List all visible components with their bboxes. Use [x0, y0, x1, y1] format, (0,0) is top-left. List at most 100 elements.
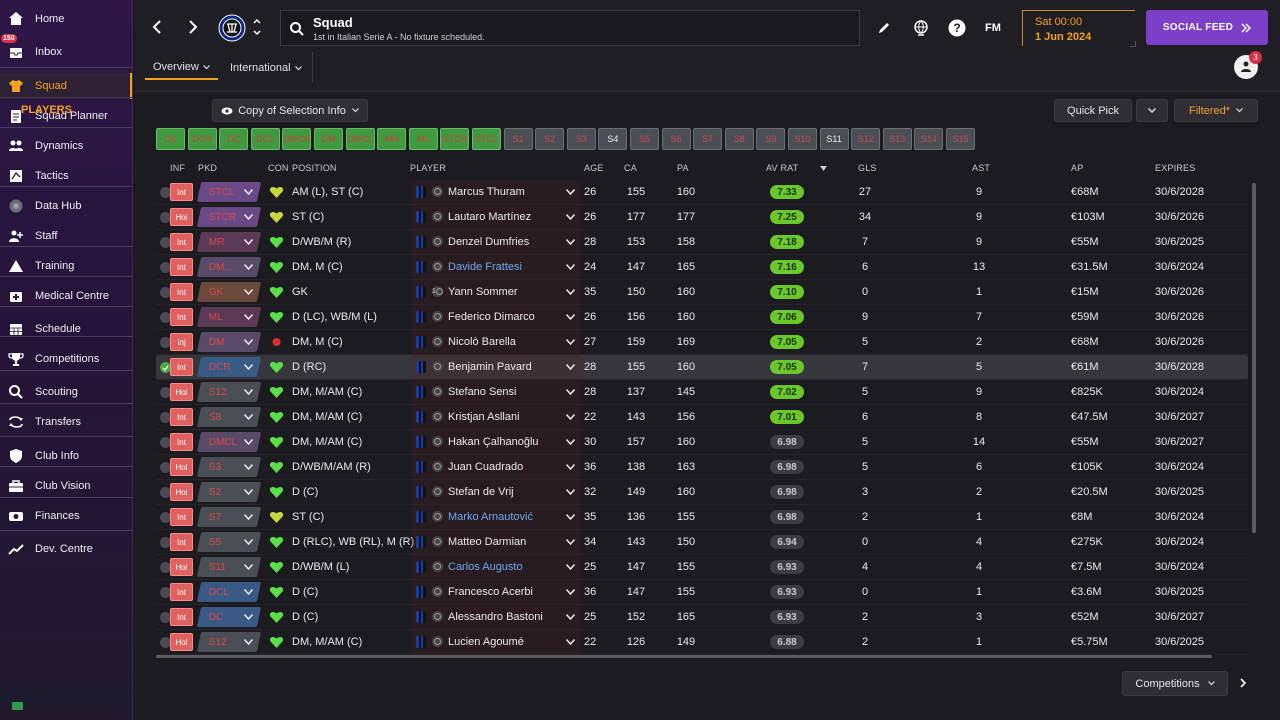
- player-menu-button[interactable]: [566, 255, 575, 279]
- sidebar-item-scouting[interactable]: Scouting: [0, 379, 132, 405]
- table-row[interactable]: Int S5 D (RLC), WB (RL), M (R) Matteo Darmi…: [156, 530, 1248, 555]
- edit-button[interactable]: [874, 18, 894, 38]
- copy-selection-button[interactable]: Copy of Selection Info: [212, 99, 368, 122]
- position-button-s6[interactable]: S6: [661, 128, 691, 150]
- sidebar-item-tactics[interactable]: Tactics: [0, 163, 132, 189]
- player-name[interactable]: Hakan Çalhanoğlu: [448, 436, 539, 448]
- position-button-dm[interactable]: DM: [314, 128, 343, 150]
- table-row[interactable]: Int DCR D (RC) Benjamin Pavard 28 155 160 7.05 7…: [156, 355, 1248, 380]
- player-menu-button[interactable]: [566, 305, 575, 329]
- picked-position-selector[interactable]: S12: [196, 382, 262, 402]
- row-select-checkbox[interactable]: [160, 362, 171, 373]
- picked-position-selector[interactable]: DCR: [196, 357, 262, 377]
- row-select-checkbox[interactable]: [160, 612, 171, 623]
- player-name[interactable]: Lucien Agoumé: [448, 636, 524, 648]
- picked-position-selector[interactable]: S5: [196, 532, 262, 552]
- row-select-checkbox[interactable]: [160, 562, 171, 573]
- col-header-position[interactable]: POSITION: [292, 163, 337, 173]
- position-button-s10[interactable]: S10: [788, 128, 817, 150]
- player-name[interactable]: Kristjan Asllani: [448, 411, 520, 423]
- sidebar-item-competitions[interactable]: Competitions: [0, 346, 132, 372]
- club-badge[interactable]: [217, 13, 247, 43]
- player-menu-button[interactable]: [566, 430, 575, 454]
- position-button-dcl[interactable]: DCL: [250, 128, 280, 150]
- col-header-av-rat[interactable]: AV RAT: [766, 163, 828, 173]
- player-menu-button[interactable]: [566, 230, 575, 254]
- player-name[interactable]: Juan Cuadrado: [448, 461, 524, 473]
- sidebar-item-transfers[interactable]: Transfers: [0, 409, 132, 435]
- player-name[interactable]: Matteo Darmian: [448, 536, 527, 548]
- sidebar-item-inbox[interactable]: 150 Inbox: [0, 34, 132, 65]
- position-button-dc[interactable]: DC: [219, 128, 249, 150]
- player-menu-button[interactable]: [566, 455, 575, 479]
- sidebar-item-home[interactable]: Home: [0, 6, 132, 32]
- forward-button[interactable]: [184, 16, 202, 38]
- picked-position-selector[interactable]: GK: [196, 282, 262, 302]
- table-row[interactable]: Hol S12 DM, M/AM (C) Stefano Sensi 28 137 145 7…: [156, 380, 1248, 405]
- player-name[interactable]: Stefan de Vrij: [448, 486, 514, 498]
- player-name[interactable]: Lautaro Martínez: [448, 211, 532, 223]
- picked-position-selector[interactable]: S2: [196, 482, 262, 502]
- table-row[interactable]: Int DMCL DM, M/AM (C) Hakan Çalhanoğlu 30 157…: [156, 430, 1248, 455]
- player-menu-button[interactable]: [566, 480, 575, 504]
- vertical-scrollbar[interactable]: [1252, 183, 1256, 533]
- player-menu-button[interactable]: [566, 355, 575, 379]
- player-name[interactable]: Yann Sommer: [448, 286, 518, 298]
- back-button[interactable]: [148, 16, 166, 38]
- picked-position-selector[interactable]: STCL: [196, 182, 262, 202]
- position-button-s8[interactable]: S8: [724, 128, 754, 150]
- competitions-button[interactable]: Competitions: [1122, 671, 1228, 696]
- col-header-pa[interactable]: PA: [677, 163, 689, 173]
- player-name[interactable]: Nicolò Barella: [448, 336, 516, 348]
- picked-position-selector[interactable]: DC: [196, 607, 262, 627]
- row-select-checkbox[interactable]: [160, 412, 171, 423]
- sidebar-item-schedule[interactable]: Schedule: [0, 316, 132, 342]
- table-row[interactable]: Hol S3 D/WB/M/AM (R) Juan Cuadrado 36 138 163 6…: [156, 455, 1248, 480]
- position-button-ml[interactable]: ML: [408, 128, 438, 150]
- col-header-ast[interactable]: AST: [972, 163, 991, 173]
- row-select-checkbox[interactable]: [160, 487, 171, 498]
- player-name[interactable]: Marko Arnautović: [448, 511, 533, 523]
- table-row[interactable]: Int S7 ST (C) Marko Arnautović 35 136 155 6.98 2…: [156, 505, 1248, 530]
- picked-position-selector[interactable]: DCL: [196, 582, 262, 602]
- picked-position-selector[interactable]: DMCL: [196, 432, 262, 452]
- row-select-checkbox[interactable]: [160, 637, 171, 648]
- horizontal-scrollbar[interactable]: [156, 655, 1212, 658]
- social-feed-button[interactable]: SOCIAL FEED: [1146, 10, 1268, 45]
- row-select-checkbox[interactable]: [160, 262, 171, 273]
- player-menu-button[interactable]: [566, 580, 575, 604]
- panel-next-button[interactable]: [1236, 674, 1250, 692]
- row-select-checkbox[interactable]: [160, 437, 171, 448]
- row-select-checkbox[interactable]: [160, 537, 171, 548]
- table-row[interactable]: Hol S2 D (C) Stefan de Vrij 32 149 160 6.98 3 2 €2…: [156, 480, 1248, 505]
- club-switch-button[interactable]: [251, 14, 263, 40]
- search-box[interactable]: Squad 1st in Italian Serie A - No fixtur…: [280, 10, 860, 46]
- row-select-checkbox[interactable]: [160, 512, 171, 523]
- position-button-mr[interactable]: MR: [377, 128, 407, 150]
- player-menu-button[interactable]: [566, 330, 575, 354]
- quick-pick-button[interactable]: Quick Pick: [1054, 99, 1132, 122]
- filter-button[interactable]: Filtered*: [1174, 99, 1258, 122]
- player-name[interactable]: Stefano Sensi: [448, 386, 517, 398]
- picked-position-selector[interactable]: S11: [196, 557, 262, 577]
- position-button-s11[interactable]: S11: [819, 128, 849, 150]
- help-button[interactable]: ?: [946, 17, 968, 39]
- player-menu-button[interactable]: [566, 180, 575, 204]
- picked-position-selector[interactable]: STCR: [196, 207, 262, 227]
- position-button-s15[interactable]: S15: [946, 128, 975, 150]
- position-button-s13[interactable]: S13: [882, 128, 912, 150]
- sidebar-item-club-vision[interactable]: Club Vision: [0, 473, 132, 499]
- position-button-s3[interactable]: S3: [566, 128, 596, 150]
- sidebar-item-dynamics[interactable]: Dynamics: [0, 133, 132, 159]
- table-row[interactable]: Hol S12 DM, M/AM (C) Lucien Agoumé 22 126 149 6…: [156, 630, 1248, 655]
- position-button-s5[interactable]: S5: [630, 128, 659, 150]
- player-name[interactable]: Davide Frattesi: [448, 261, 522, 273]
- position-button-stcl[interactable]: STCL: [472, 128, 501, 150]
- table-row[interactable]: Hol STCR ST (C) Lautaro Martínez 26 177 177 7.2…: [156, 205, 1248, 230]
- table-row[interactable]: Int GK GK 1 Yann Sommer 35 150 160 7.10 0 1 €15M 30/…: [156, 280, 1248, 305]
- player-name[interactable]: Alessandro Bastoni: [448, 611, 543, 623]
- continue-date-box[interactable]: Sat 00:00 1 Jun 2024: [1022, 10, 1136, 47]
- picked-position-selector[interactable]: MR: [196, 232, 262, 252]
- world-button[interactable]: [910, 17, 932, 39]
- player-menu-button[interactable]: [566, 205, 575, 229]
